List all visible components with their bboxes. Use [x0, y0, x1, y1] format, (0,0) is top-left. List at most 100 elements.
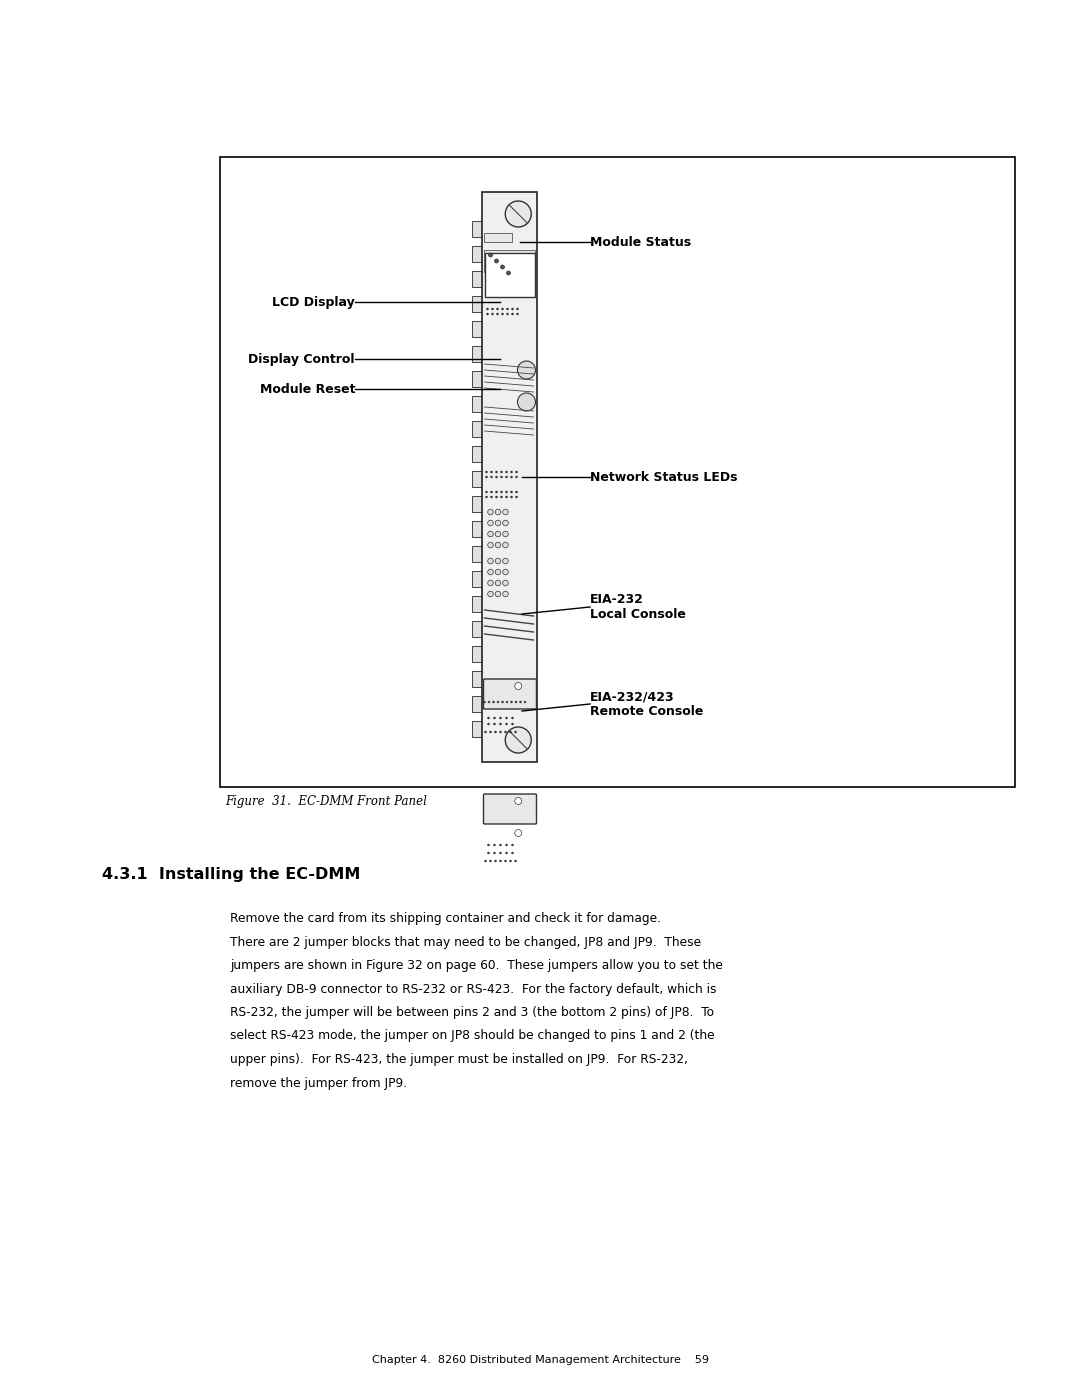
Circle shape: [514, 861, 516, 862]
Circle shape: [485, 861, 486, 862]
Circle shape: [499, 852, 501, 854]
Bar: [472, 271, 483, 286]
Circle shape: [505, 490, 508, 493]
Circle shape: [515, 701, 517, 703]
Circle shape: [488, 591, 494, 597]
Circle shape: [487, 717, 489, 719]
Circle shape: [505, 724, 508, 725]
Circle shape: [487, 724, 489, 725]
Circle shape: [494, 717, 496, 719]
Circle shape: [505, 476, 508, 478]
Circle shape: [519, 701, 522, 703]
Bar: [472, 346, 483, 362]
Text: Module Reset: Module Reset: [259, 383, 355, 395]
FancyBboxPatch shape: [484, 679, 537, 710]
Circle shape: [488, 559, 494, 564]
Circle shape: [504, 731, 507, 733]
Circle shape: [505, 717, 508, 719]
Bar: [472, 395, 483, 412]
Circle shape: [496, 509, 501, 515]
Circle shape: [510, 861, 512, 862]
Circle shape: [515, 476, 517, 478]
Circle shape: [511, 476, 513, 478]
Bar: [472, 372, 483, 387]
Circle shape: [512, 307, 513, 310]
Circle shape: [496, 542, 501, 548]
Text: select RS-423 mode, the jumper on JP8 should be changed to pins 1 and 2 (the: select RS-423 mode, the jumper on JP8 sh…: [230, 1030, 715, 1042]
Circle shape: [488, 580, 494, 585]
Circle shape: [488, 569, 494, 574]
Circle shape: [491, 313, 494, 314]
Circle shape: [512, 844, 513, 847]
Bar: [472, 296, 483, 312]
Circle shape: [490, 471, 492, 474]
Circle shape: [515, 496, 517, 497]
Circle shape: [515, 830, 522, 837]
Circle shape: [500, 476, 502, 478]
Circle shape: [486, 471, 487, 474]
Text: auxiliary DB-9 connector to RS-232 or RS-423.  For the factory default, which is: auxiliary DB-9 connector to RS-232 or RS…: [230, 982, 716, 996]
Bar: [472, 721, 483, 738]
Circle shape: [504, 861, 507, 862]
Circle shape: [502, 542, 509, 548]
Circle shape: [495, 861, 497, 862]
Circle shape: [500, 496, 502, 497]
FancyBboxPatch shape: [484, 793, 537, 824]
Circle shape: [505, 726, 531, 753]
Text: jumpers are shown in Figure 32 on page 60.  These jumpers allow you to set the: jumpers are shown in Figure 32 on page 6…: [230, 958, 723, 972]
Circle shape: [496, 580, 501, 585]
Circle shape: [511, 471, 513, 474]
Text: RS-232, the jumper will be between pins 2 and 3 (the bottom 2 pins) of JP8.  To: RS-232, the jumper will be between pins …: [230, 1006, 714, 1018]
Circle shape: [501, 313, 503, 314]
Circle shape: [500, 490, 502, 493]
Circle shape: [499, 844, 501, 847]
Circle shape: [512, 313, 513, 314]
Circle shape: [496, 531, 501, 536]
Circle shape: [487, 844, 489, 847]
Circle shape: [497, 313, 499, 314]
Circle shape: [510, 731, 512, 733]
Bar: [472, 571, 483, 587]
Text: 4.3.1  Installing the EC-DMM: 4.3.1 Installing the EC-DMM: [102, 868, 361, 882]
Circle shape: [497, 701, 499, 703]
Circle shape: [502, 580, 509, 585]
Circle shape: [515, 471, 517, 474]
Bar: [485, 233, 512, 242]
Circle shape: [505, 844, 508, 847]
Circle shape: [511, 701, 513, 703]
Circle shape: [499, 724, 501, 725]
Circle shape: [514, 731, 516, 733]
Circle shape: [486, 490, 487, 493]
Circle shape: [494, 724, 496, 725]
Circle shape: [505, 471, 508, 474]
Bar: [472, 521, 483, 536]
Circle shape: [488, 701, 490, 703]
Bar: [472, 221, 483, 237]
Bar: [485, 250, 536, 272]
Circle shape: [500, 265, 504, 270]
Circle shape: [488, 520, 494, 525]
Circle shape: [517, 360, 536, 379]
Text: EIA-232/423
Remote Console: EIA-232/423 Remote Console: [590, 690, 703, 718]
Text: EIA-232
Local Console: EIA-232 Local Console: [590, 592, 686, 622]
Circle shape: [491, 307, 494, 310]
Circle shape: [489, 861, 491, 862]
Text: LCD Display: LCD Display: [272, 296, 355, 309]
Circle shape: [485, 731, 486, 733]
Circle shape: [496, 559, 501, 564]
Circle shape: [502, 569, 509, 574]
Circle shape: [486, 313, 488, 314]
Text: Figure  31.  EC-DMM Front Panel: Figure 31. EC-DMM Front Panel: [225, 795, 427, 807]
Circle shape: [492, 701, 495, 703]
Circle shape: [497, 307, 499, 310]
Circle shape: [517, 393, 536, 411]
Text: remove the jumper from JP9.: remove the jumper from JP9.: [230, 1077, 407, 1090]
Circle shape: [512, 717, 513, 719]
Circle shape: [511, 496, 513, 497]
Circle shape: [502, 520, 509, 525]
Circle shape: [495, 731, 497, 733]
Circle shape: [490, 496, 492, 497]
Circle shape: [496, 520, 501, 525]
Circle shape: [488, 531, 494, 536]
Circle shape: [486, 476, 487, 478]
